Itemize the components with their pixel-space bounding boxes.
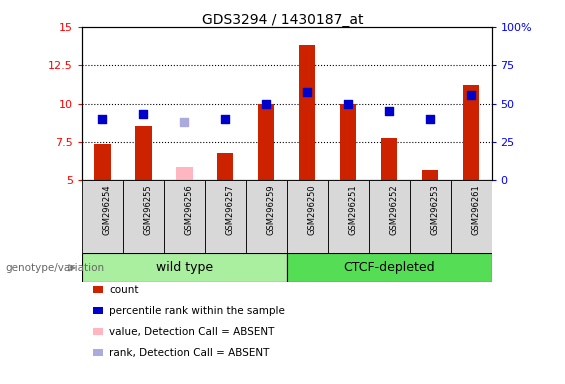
Text: GSM296250: GSM296250	[307, 184, 316, 235]
Bar	[369, 180, 410, 253]
Bar	[205, 180, 246, 253]
Point	[344, 101, 353, 107]
Text: GSM296261: GSM296261	[471, 184, 480, 235]
Bar	[451, 180, 492, 253]
Point	[385, 108, 394, 114]
Point	[139, 111, 148, 117]
Bar	[340, 104, 357, 180]
Point	[303, 89, 312, 95]
Point	[467, 92, 476, 98]
Bar	[410, 180, 451, 253]
Text: genotype/variation: genotype/variation	[6, 263, 105, 273]
Text: percentile rank within the sample: percentile rank within the sample	[109, 306, 285, 316]
Bar	[381, 138, 397, 180]
Text: GSM296256: GSM296256	[184, 184, 193, 235]
Point	[98, 116, 107, 122]
Bar	[123, 180, 164, 253]
Text: wild type: wild type	[156, 262, 213, 274]
Text: rank, Detection Call = ABSENT: rank, Detection Call = ABSENT	[109, 348, 270, 358]
Bar	[82, 253, 287, 282]
Text: GDS3294 / 1430187_at: GDS3294 / 1430187_at	[202, 13, 363, 27]
Point	[221, 116, 230, 122]
Bar	[258, 104, 275, 180]
Point	[180, 119, 189, 125]
Text: GSM296252: GSM296252	[389, 184, 398, 235]
Text: CTCF-depleted: CTCF-depleted	[344, 262, 435, 274]
Point	[262, 101, 271, 107]
Bar	[287, 253, 492, 282]
Text: GSM296254: GSM296254	[102, 184, 111, 235]
Bar	[94, 144, 111, 180]
Text: GSM296255: GSM296255	[144, 184, 153, 235]
Bar	[463, 85, 479, 180]
Bar	[82, 180, 123, 253]
Text: GSM296251: GSM296251	[348, 184, 357, 235]
Bar	[217, 153, 233, 180]
Text: count: count	[109, 285, 138, 295]
Text: GSM296259: GSM296259	[266, 184, 275, 235]
Bar	[246, 180, 287, 253]
Bar	[176, 167, 193, 180]
Bar	[328, 180, 369, 253]
Bar	[164, 180, 205, 253]
Text: GSM296253: GSM296253	[430, 184, 439, 235]
Bar	[135, 126, 151, 180]
Text: GSM296257: GSM296257	[225, 184, 234, 235]
Text: value, Detection Call = ABSENT: value, Detection Call = ABSENT	[109, 327, 275, 337]
Point	[425, 116, 434, 122]
Bar	[422, 170, 438, 180]
Bar	[287, 180, 328, 253]
Bar	[299, 45, 315, 180]
